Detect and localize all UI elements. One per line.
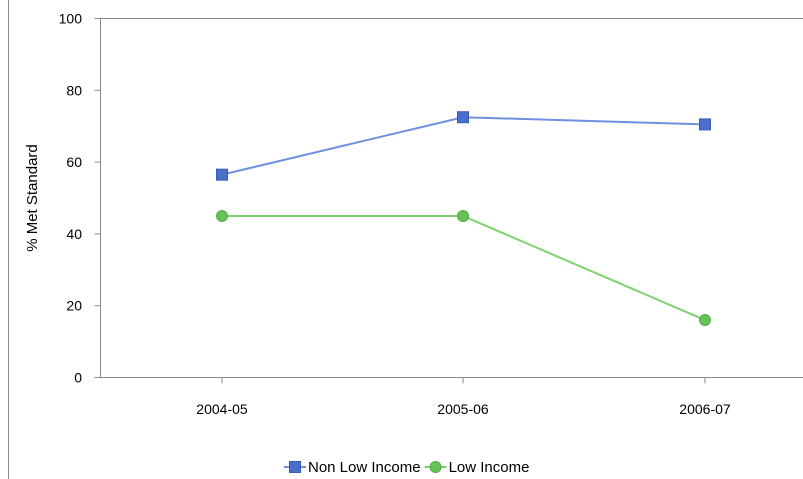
series-layer [216, 111, 711, 327]
x-tick-label: 2006-07 [679, 401, 731, 417]
y-axis-title: % Met Standard [24, 144, 41, 252]
legend-marker-circle [429, 461, 442, 473]
legend-item-2: Low Income [424, 459, 530, 476]
y-axis-ticks: 0 20 40 60 80 100 [59, 11, 101, 386]
plot-area [100, 18, 803, 378]
x-tick-label: 2004-05 [196, 401, 248, 417]
legend-label: Non Low Income [308, 459, 421, 476]
legend-item-1: Non Low Income [284, 459, 421, 476]
data-point-square [457, 111, 469, 124]
y-tick-label: 80 [66, 82, 82, 98]
y-tick-label: 60 [66, 154, 82, 170]
data-point-circle [699, 314, 711, 327]
x-axis-ticks: 2004-05 2005-06 2006-07 [196, 377, 731, 417]
data-point-circle [216, 209, 228, 222]
legend-label: Low Income [449, 459, 530, 476]
data-point-square [699, 118, 711, 131]
y-tick-label: 100 [59, 11, 83, 27]
y-tick-label: 40 [66, 226, 82, 242]
y-tick-label: 0 [74, 370, 82, 386]
data-point-circle [457, 209, 469, 222]
legend: Non Low Income Low Income [284, 459, 529, 476]
y-tick-label: 20 [66, 298, 82, 314]
data-point-square [216, 168, 228, 181]
x-tick-label: 2005-06 [437, 401, 489, 417]
legend-marker-square [289, 461, 301, 473]
